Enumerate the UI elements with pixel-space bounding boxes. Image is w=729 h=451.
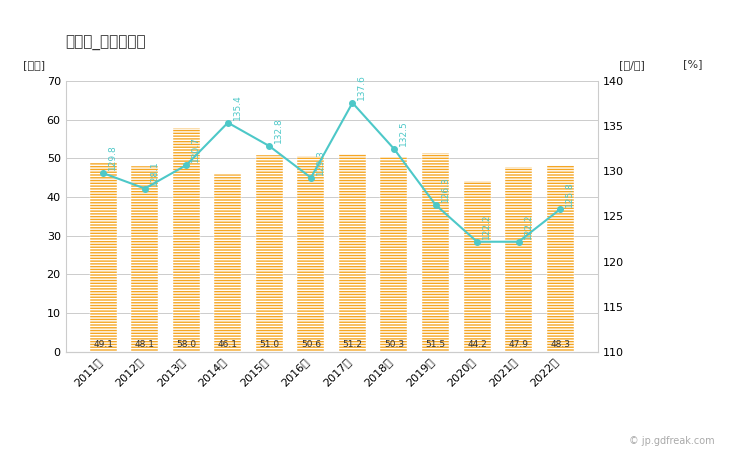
- Bar: [339, 154, 366, 352]
- Text: 50.6: 50.6: [301, 340, 321, 349]
- Text: 128.1: 128.1: [149, 160, 159, 186]
- Bar: [256, 155, 283, 352]
- Text: 132.5: 132.5: [399, 120, 408, 146]
- Text: 51.2: 51.2: [343, 340, 362, 349]
- Text: 44.2: 44.2: [467, 340, 487, 349]
- Text: [万㎡]: [万㎡]: [23, 60, 45, 69]
- Bar: [297, 156, 324, 352]
- Text: 125.8: 125.8: [565, 181, 574, 207]
- Text: 47.9: 47.9: [509, 340, 529, 349]
- Text: 126.3: 126.3: [440, 176, 450, 202]
- Bar: [381, 157, 408, 352]
- Text: 129.8: 129.8: [109, 145, 117, 170]
- Bar: [214, 174, 241, 352]
- Text: 132.8: 132.8: [274, 118, 284, 143]
- Text: 48.1: 48.1: [135, 340, 155, 349]
- Text: 46.1: 46.1: [218, 340, 238, 349]
- Text: 50.3: 50.3: [384, 340, 404, 349]
- Bar: [505, 166, 532, 352]
- Text: 130.7: 130.7: [191, 137, 200, 162]
- Text: 122.2: 122.2: [482, 213, 491, 239]
- Text: © jp.gdfreak.com: © jp.gdfreak.com: [629, 437, 714, 446]
- Text: 51.5: 51.5: [426, 340, 445, 349]
- Text: 58.0: 58.0: [176, 340, 196, 349]
- Text: 居住用_床面積合計: 居住用_床面積合計: [66, 36, 147, 51]
- Text: 48.3: 48.3: [550, 340, 570, 349]
- Text: [%]: [%]: [683, 60, 703, 69]
- Bar: [173, 128, 200, 352]
- Text: 137.6: 137.6: [357, 74, 367, 100]
- Bar: [90, 162, 117, 352]
- Text: 49.1: 49.1: [93, 340, 113, 349]
- Bar: [422, 153, 449, 352]
- Text: [㎡/棟]: [㎡/棟]: [619, 60, 645, 69]
- Bar: [131, 166, 158, 352]
- Text: 129.3: 129.3: [316, 149, 325, 175]
- Bar: [464, 181, 491, 352]
- Bar: [547, 165, 574, 352]
- Text: 51.0: 51.0: [260, 340, 279, 349]
- Text: 135.4: 135.4: [233, 94, 242, 120]
- Text: 122.2: 122.2: [523, 213, 533, 239]
